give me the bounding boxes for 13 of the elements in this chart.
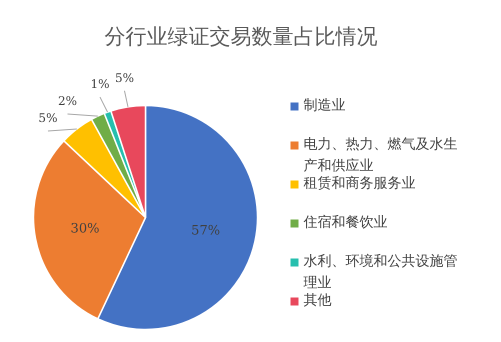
data-label: 1% bbox=[90, 77, 110, 92]
legend-label: 水利、环境和公共设施管理业 bbox=[304, 254, 458, 292]
data-label: 57% bbox=[191, 223, 220, 238]
chart-title: 分行业绿证交易数量占比情况 bbox=[104, 24, 378, 48]
data-label: 5% bbox=[38, 111, 58, 126]
legend-label: 租赁和商务服务业 bbox=[304, 176, 416, 192]
data-label: 30% bbox=[70, 222, 100, 237]
legend-label: 住宿和餐饮业 bbox=[302, 214, 388, 230]
data-label: 5% bbox=[114, 70, 134, 85]
data-label: 2% bbox=[58, 94, 78, 108]
legend-label: 制造业 bbox=[304, 98, 346, 114]
legend-label: 电力、热力、燃气及水生产和供应业 bbox=[304, 136, 458, 174]
legend-label: 其他 bbox=[304, 292, 332, 308]
